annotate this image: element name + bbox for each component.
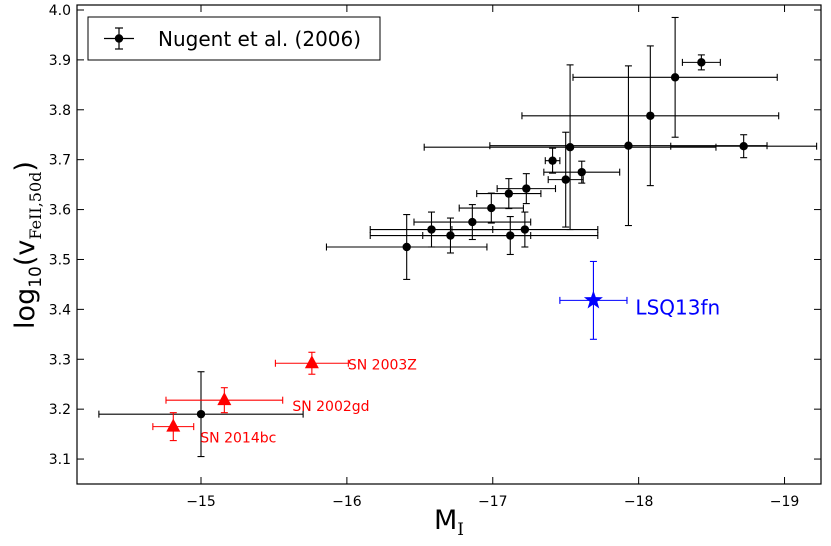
x-axis-label-subscript: I bbox=[457, 520, 464, 540]
legend-label: Nugent et al. (2006) bbox=[158, 27, 361, 51]
data-point bbox=[98, 371, 304, 458]
axis-ticks: −15 −16 −17 −18 −19 3.1 3.2 3.3 3.4 3.5 3.6 3.7 3.8 3… bbox=[49, 3, 821, 510]
x-tick-label: −15 bbox=[186, 494, 216, 510]
x-tick-label: −17 bbox=[478, 494, 508, 510]
x-tick-label: −19 bbox=[770, 494, 800, 510]
data-point bbox=[325, 214, 488, 280]
data-series bbox=[98, 16, 818, 458]
data-point bbox=[458, 192, 524, 224]
y-tick-label: 3.1 bbox=[49, 452, 71, 468]
data-marker bbox=[520, 225, 530, 234]
data-marker bbox=[739, 142, 748, 151]
data-marker bbox=[522, 184, 531, 193]
point-label: LSQ13fn bbox=[635, 295, 720, 319]
y-tick-label: 3.6 bbox=[49, 203, 71, 219]
y-tick-label: 3.8 bbox=[49, 103, 71, 119]
data-point bbox=[476, 178, 542, 210]
y-axis-label-v: v bbox=[10, 240, 41, 256]
data-marker bbox=[427, 225, 436, 234]
data-marker bbox=[646, 111, 655, 120]
y-axis-label-v-subscript: FeII,50d bbox=[26, 172, 45, 240]
data-marker bbox=[504, 189, 514, 198]
data-marker bbox=[565, 143, 575, 152]
point-label: SN 2014bc bbox=[200, 431, 276, 447]
data-marker bbox=[217, 392, 232, 406]
y-tick-label: 3.5 bbox=[49, 252, 71, 268]
data-marker bbox=[196, 409, 206, 419]
data-marker bbox=[697, 58, 706, 67]
data-point bbox=[422, 216, 599, 256]
data-marker bbox=[561, 175, 570, 184]
data-marker bbox=[548, 156, 557, 165]
data-point bbox=[521, 45, 780, 187]
y-axis-label-log: log bbox=[10, 288, 41, 329]
data-marker bbox=[577, 167, 586, 177]
data-marker bbox=[468, 217, 477, 227]
data-marker bbox=[506, 231, 515, 240]
y-axis-label-open-paren: ( bbox=[10, 256, 41, 267]
data-point bbox=[681, 54, 721, 71]
x-tick-label: −16 bbox=[332, 494, 362, 510]
point-annotations: SN 2003Z SN 2002gd SN 2014bc LSQ13fn bbox=[200, 295, 720, 446]
data-marker bbox=[487, 203, 496, 213]
x-tick-label: −18 bbox=[624, 494, 654, 510]
legend-box bbox=[87, 16, 381, 61]
y-tick-label: 3.2 bbox=[49, 402, 71, 418]
legend-marker-dot bbox=[114, 34, 124, 43]
y-tick-label: 3.3 bbox=[49, 352, 71, 368]
point-label: SN 2003Z bbox=[348, 357, 417, 373]
data-marker bbox=[166, 418, 181, 432]
x-axis-label-main: M bbox=[434, 505, 457, 536]
data-point bbox=[165, 387, 284, 414]
data-point bbox=[670, 134, 818, 159]
y-axis-label: log10(vFeII,50d) bbox=[10, 161, 46, 329]
y-tick-label: 3.9 bbox=[49, 53, 71, 69]
data-point bbox=[496, 173, 557, 205]
data-marker bbox=[402, 242, 411, 252]
data-marker bbox=[583, 290, 603, 309]
y-axis-label-close-paren: ) bbox=[10, 161, 41, 172]
data-point bbox=[544, 147, 561, 174]
data-point bbox=[547, 131, 584, 228]
data-point bbox=[413, 204, 532, 241]
y-tick-label: 3.4 bbox=[49, 302, 71, 318]
data-marker bbox=[624, 141, 633, 150]
y-tick-label: 3.7 bbox=[49, 153, 71, 169]
data-point bbox=[559, 260, 628, 340]
data-point bbox=[543, 160, 621, 184]
data-point bbox=[572, 16, 778, 138]
data-point bbox=[152, 412, 195, 442]
y-axis-label-log-base: 10 bbox=[26, 266, 46, 288]
legend: Nugent et al. (2006) bbox=[87, 16, 381, 61]
data-point bbox=[274, 351, 349, 375]
data-marker bbox=[304, 355, 319, 369]
data-marker bbox=[670, 73, 680, 82]
point-label: SN 2002gd bbox=[292, 399, 369, 415]
y-tick-label: 4.0 bbox=[49, 3, 71, 19]
x-axis-label: MI bbox=[434, 505, 464, 540]
data-point bbox=[451, 211, 599, 248]
